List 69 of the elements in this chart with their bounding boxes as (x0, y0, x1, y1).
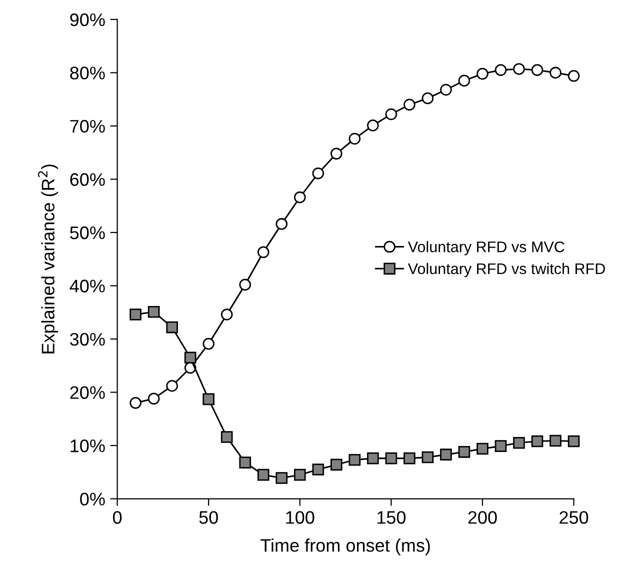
point (367, 120, 379, 132)
point (404, 98, 416, 111)
point (239, 278, 252, 291)
y-tick-label: 0% (80, 492, 105, 506)
point (476, 68, 488, 80)
point (130, 308, 142, 320)
point (458, 446, 470, 458)
x-tick-label: 0 (112, 511, 122, 524)
point (440, 448, 452, 460)
x-tick-label: 100 (286, 511, 314, 524)
y-tick-label: 40% (70, 280, 105, 292)
point (312, 167, 324, 180)
legend-label: Voluntary RFD vs twitch RFD (408, 262, 605, 278)
point (257, 468, 270, 481)
point (220, 308, 233, 320)
point (550, 434, 562, 447)
point (494, 64, 507, 76)
point (348, 454, 361, 466)
point (257, 246, 270, 258)
point (422, 92, 434, 104)
point (294, 191, 306, 204)
point (348, 132, 361, 145)
point (494, 440, 507, 452)
y-tick-label: 20% (70, 386, 105, 399)
point (440, 84, 452, 96)
point (148, 392, 160, 405)
point (166, 321, 178, 334)
point (568, 435, 580, 448)
point (367, 452, 379, 464)
point (294, 468, 306, 481)
x-tick-label: 200 (468, 511, 497, 524)
point (276, 218, 288, 230)
legend-label: Voluntary RFD vs MVC (408, 241, 564, 256)
y-tick-label: 50% (70, 226, 105, 240)
y-tick-label: 60% (70, 173, 105, 186)
point (513, 436, 525, 449)
point (130, 397, 142, 409)
point (385, 452, 398, 464)
point (330, 458, 342, 471)
point (476, 442, 488, 455)
x-axis-title: Time from onset (ms) (260, 538, 430, 556)
point (184, 352, 196, 364)
y-tick-label: 90% (70, 13, 105, 26)
y-tick-label: 70% (70, 120, 105, 133)
x-tick-label: 50 (199, 511, 218, 524)
point (531, 435, 544, 448)
point (239, 456, 252, 468)
point (513, 63, 525, 75)
point (458, 74, 470, 87)
x-tick-label: 250 (560, 511, 588, 524)
point (568, 70, 580, 82)
point (220, 431, 233, 443)
point (166, 380, 178, 392)
y-tick-label: 30% (70, 332, 105, 346)
point (385, 108, 398, 120)
point (531, 64, 544, 76)
x-tick-label: 150 (377, 511, 406, 524)
y-axis-title: Explained variance (R$^{2}$) (38, 164, 58, 354)
y-tick-label: 80% (70, 66, 105, 80)
point (422, 451, 434, 464)
point (202, 393, 214, 406)
point (148, 306, 160, 318)
point (312, 464, 324, 476)
point (550, 66, 562, 79)
y-tick-label: 10% (70, 439, 105, 452)
point (330, 148, 342, 160)
point (202, 338, 214, 350)
point (276, 472, 288, 484)
point (404, 452, 416, 464)
